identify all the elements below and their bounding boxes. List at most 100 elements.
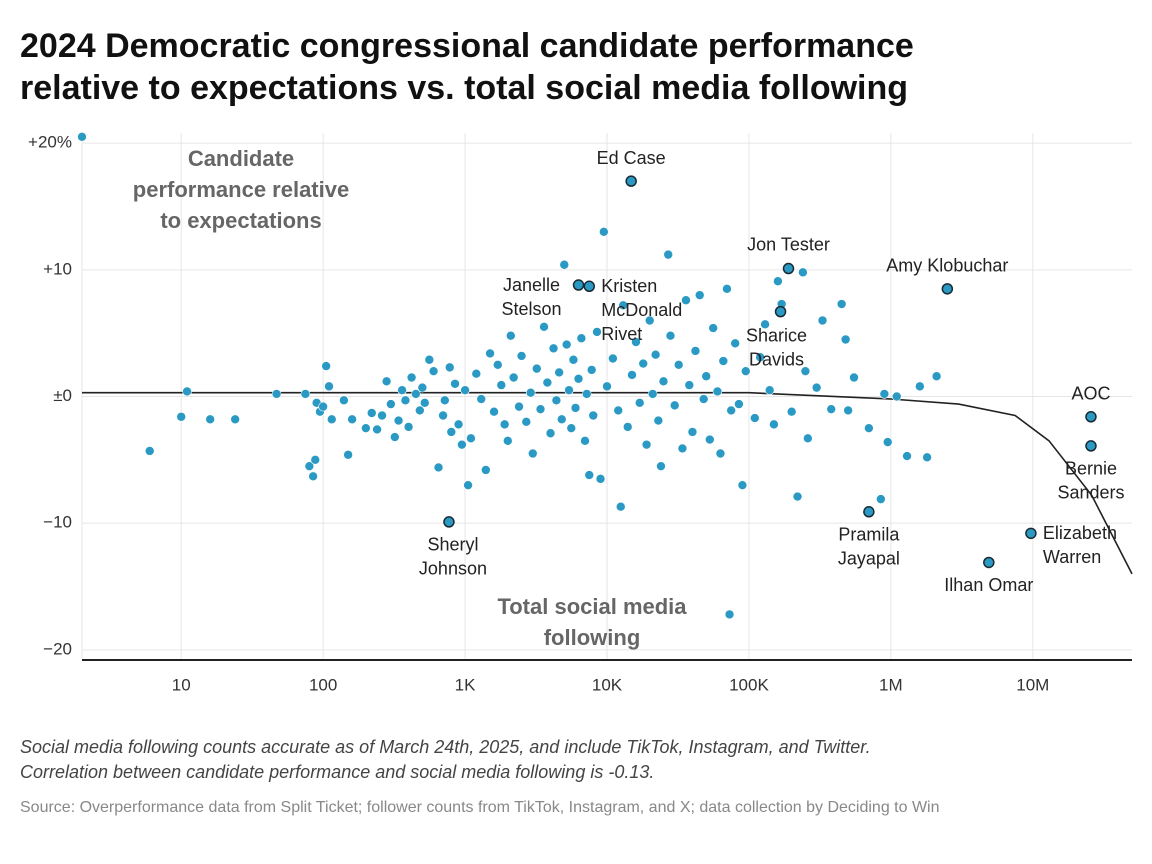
point bbox=[631, 337, 641, 347]
point bbox=[608, 353, 618, 364]
point bbox=[792, 491, 803, 502]
point-label: McDonald bbox=[601, 300, 682, 320]
x-tick-label: 1K bbox=[455, 675, 476, 694]
point bbox=[644, 315, 655, 326]
point bbox=[502, 436, 513, 446]
point bbox=[798, 267, 808, 278]
labeled-point bbox=[782, 262, 795, 275]
point-label: Sheryl bbox=[427, 535, 478, 555]
point bbox=[514, 401, 524, 412]
point bbox=[381, 376, 392, 387]
point-label: Ilhan Omar bbox=[944, 575, 1033, 595]
point-label: Johnson bbox=[419, 559, 487, 579]
point bbox=[433, 462, 444, 473]
point bbox=[535, 404, 546, 414]
x-axis-label: Total social media bbox=[497, 594, 687, 619]
point bbox=[740, 366, 751, 376]
labeled-point bbox=[1025, 527, 1037, 540]
point bbox=[271, 389, 282, 399]
point bbox=[516, 351, 527, 361]
x-axis-label: following bbox=[544, 625, 641, 650]
point bbox=[836, 299, 847, 309]
point bbox=[542, 377, 553, 388]
point-label: Warren bbox=[1043, 547, 1101, 567]
point bbox=[576, 333, 587, 344]
point bbox=[366, 408, 377, 418]
point bbox=[551, 395, 562, 406]
point bbox=[599, 227, 609, 237]
point bbox=[556, 414, 567, 425]
source: Source: Overperformance data from Split … bbox=[20, 799, 940, 816]
point bbox=[750, 413, 760, 423]
point-label: Pramila bbox=[838, 525, 900, 545]
point bbox=[466, 433, 476, 444]
point bbox=[647, 389, 658, 399]
labeled-point bbox=[443, 516, 455, 528]
point bbox=[566, 423, 577, 433]
point bbox=[496, 380, 507, 390]
point bbox=[704, 434, 715, 445]
point bbox=[428, 366, 439, 376]
point bbox=[595, 474, 606, 484]
point bbox=[580, 436, 590, 446]
point bbox=[669, 400, 680, 411]
point bbox=[755, 352, 765, 363]
point bbox=[602, 381, 612, 392]
note: Correlation between candidate performanc… bbox=[20, 762, 654, 782]
point bbox=[521, 417, 532, 427]
point bbox=[891, 391, 902, 402]
point bbox=[339, 395, 349, 406]
point bbox=[681, 295, 691, 306]
point bbox=[326, 414, 337, 425]
point bbox=[588, 410, 599, 421]
point bbox=[545, 428, 556, 439]
point bbox=[390, 432, 400, 442]
point bbox=[653, 415, 664, 426]
point bbox=[419, 398, 430, 408]
point bbox=[205, 414, 215, 425]
point bbox=[849, 372, 859, 383]
point bbox=[450, 379, 460, 389]
point bbox=[684, 380, 695, 390]
point bbox=[800, 366, 811, 376]
point bbox=[737, 480, 748, 490]
point bbox=[922, 452, 932, 463]
y-axis-label: Candidate bbox=[188, 146, 294, 171]
point bbox=[843, 405, 853, 416]
point bbox=[658, 376, 669, 387]
y-tick-label: ±0 bbox=[53, 386, 72, 405]
point bbox=[764, 385, 775, 395]
point bbox=[471, 368, 482, 379]
point bbox=[615, 501, 626, 512]
point bbox=[724, 609, 735, 620]
point-label: Sharice bbox=[746, 325, 807, 345]
point bbox=[592, 327, 602, 337]
point bbox=[444, 362, 455, 373]
point bbox=[527, 448, 538, 459]
point-label: Davids bbox=[749, 349, 804, 369]
x-tick-label: 100 bbox=[309, 675, 337, 694]
point-label: AOC bbox=[1071, 384, 1110, 404]
point bbox=[440, 395, 450, 406]
y-axis-label: to expectations bbox=[160, 208, 321, 233]
point bbox=[769, 419, 779, 430]
point bbox=[694, 290, 705, 300]
point-label: Stelson bbox=[501, 299, 561, 319]
point bbox=[347, 414, 357, 425]
point bbox=[803, 433, 813, 444]
x-tick-label: 10K bbox=[592, 675, 623, 694]
point bbox=[403, 422, 414, 432]
point bbox=[882, 437, 893, 447]
point bbox=[618, 300, 628, 311]
labeled-point bbox=[863, 506, 875, 518]
point bbox=[730, 338, 740, 349]
point bbox=[718, 356, 729, 366]
point bbox=[406, 372, 417, 383]
point bbox=[460, 385, 470, 395]
point bbox=[826, 404, 837, 414]
point bbox=[811, 382, 822, 393]
point bbox=[300, 389, 311, 399]
point bbox=[499, 419, 510, 430]
point bbox=[506, 330, 516, 341]
point bbox=[508, 372, 519, 383]
